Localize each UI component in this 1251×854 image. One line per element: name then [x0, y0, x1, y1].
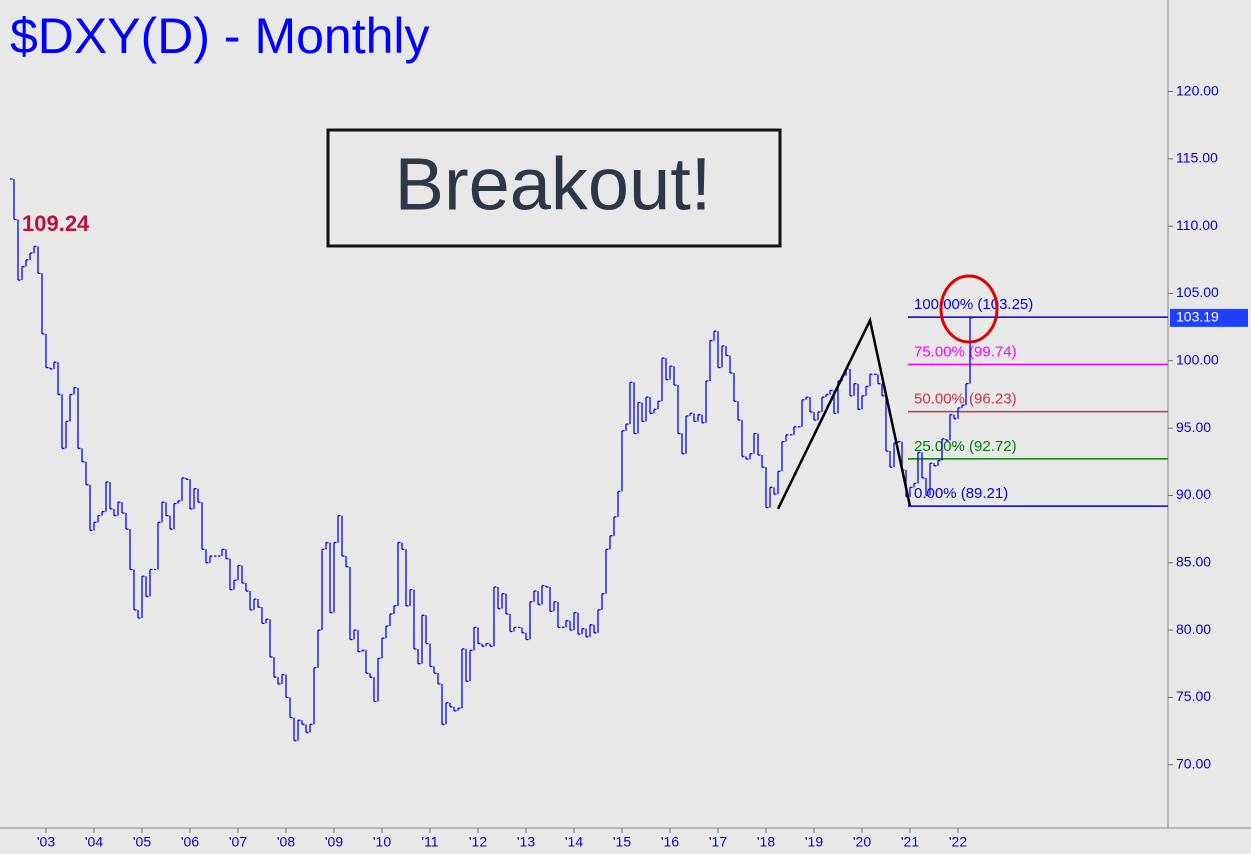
- x-tick-label: '19: [805, 834, 823, 850]
- last-price-box: [1170, 308, 1248, 327]
- x-tick-label: '15: [613, 834, 631, 850]
- x-tick-label: '07: [229, 834, 247, 850]
- y-tick-label: 70.00: [1176, 755, 1211, 771]
- x-tick-label: '14: [565, 834, 583, 850]
- y-tick-label: 115.00: [1176, 150, 1218, 166]
- y-tick-label: 85.00: [1176, 553, 1211, 569]
- x-tick-label: '16: [661, 834, 679, 850]
- fib-label: 50.00% (96.23): [914, 391, 1017, 408]
- x-tick-label: '08: [277, 834, 295, 850]
- y-tick-label: 90.00: [1176, 486, 1211, 502]
- x-tick-label: '03: [37, 834, 55, 850]
- highlight-circle: [939, 274, 999, 344]
- fib-label: 0.00% (89.21): [914, 485, 1008, 502]
- annotation: 109.24: [22, 211, 90, 236]
- fib-label: 100.00% (103.25): [914, 296, 1033, 313]
- y-tick-label: 80.00: [1176, 621, 1211, 637]
- x-tick-label: '12: [469, 834, 487, 850]
- x-tick-label: '09: [325, 834, 343, 850]
- chart-title: $DXY(D) - Monthly: [10, 8, 430, 64]
- x-tick-label: '10: [373, 834, 391, 850]
- y-tick-label: 120.00: [1176, 82, 1219, 98]
- x-tick-label: '04: [85, 834, 103, 850]
- zigzag: [776, 316, 912, 510]
- headline-box: [326, 128, 782, 248]
- fib-label: 25.00% (92.72): [914, 438, 1017, 455]
- x-tick-label: '17: [709, 834, 727, 850]
- plot: 70.00 75.00 80.00 85.00 90.00 95.00 100.00 105.…: [10, 82, 1219, 850]
- x-tick-label: '18: [757, 834, 775, 850]
- x-tick-label: '22: [949, 834, 967, 850]
- y-tick-label: 110.00: [1176, 217, 1218, 233]
- y-tick-label: 100.00: [1176, 352, 1219, 368]
- headline: Breakout!: [395, 143, 712, 226]
- x-tick-label: '21: [901, 834, 919, 850]
- y-tick-label: 95.00: [1176, 419, 1211, 435]
- x-tick-label: '20: [853, 834, 871, 850]
- x-tick-label: '05: [133, 834, 151, 850]
- x-tick-label: '13: [517, 834, 535, 850]
- last-price-label: 103.19: [1176, 309, 1219, 325]
- y-tick-label: 75.00: [1176, 688, 1211, 704]
- y-tick-label: 105.00: [1176, 284, 1219, 300]
- x-tick-label: '11: [421, 834, 438, 850]
- fib-label: 75.00% (99.74): [914, 343, 1017, 360]
- x-tick-label: '06: [181, 834, 199, 850]
